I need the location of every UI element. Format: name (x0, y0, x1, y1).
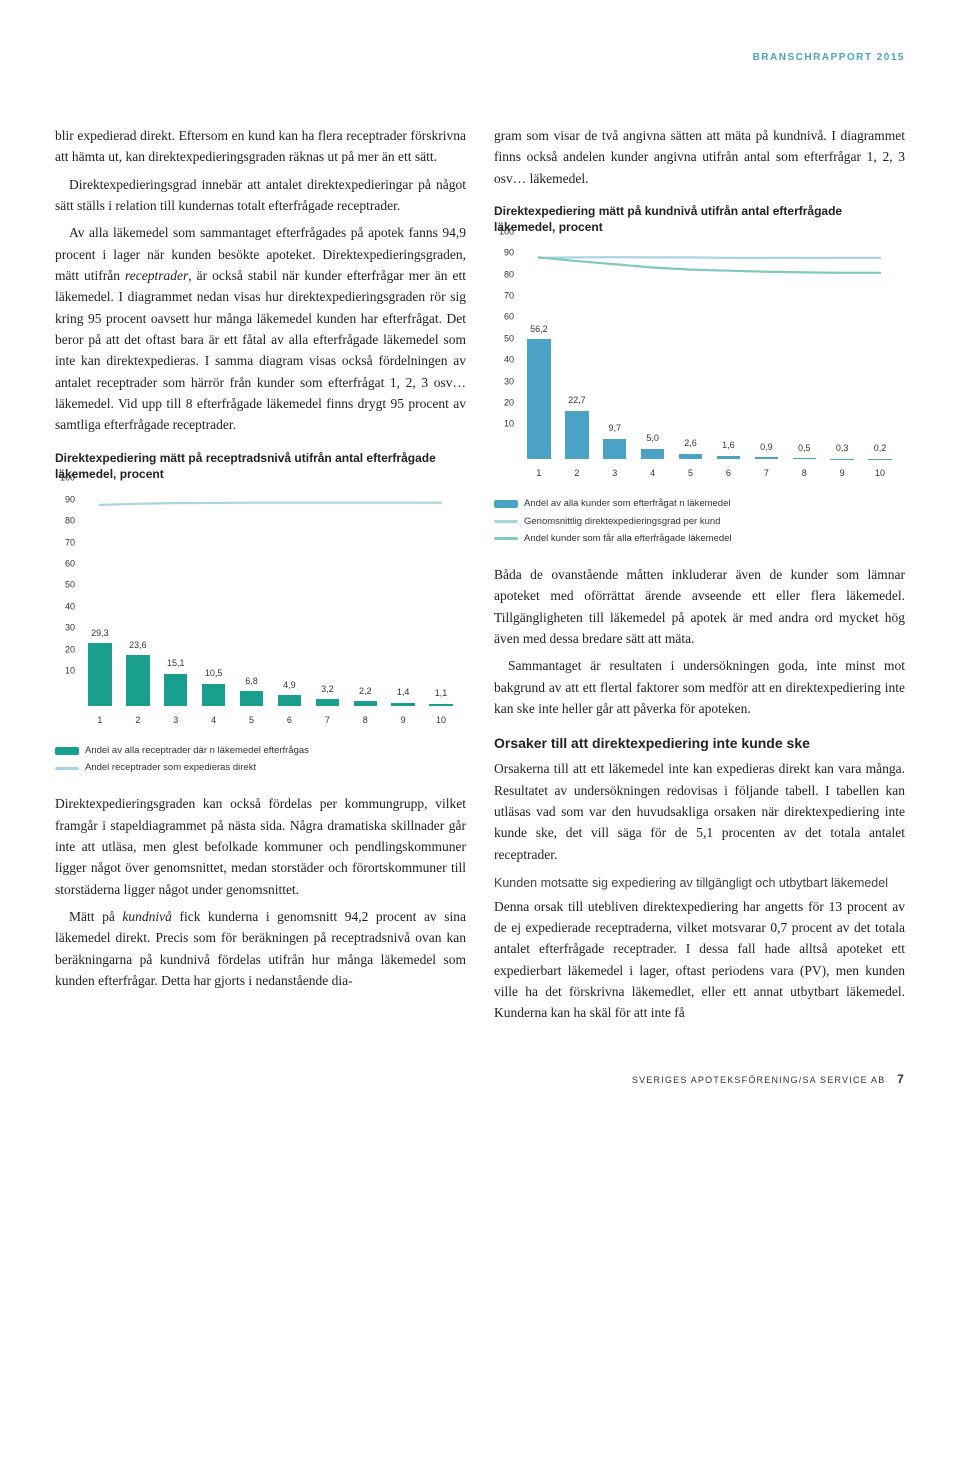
y-tick: 40 (65, 600, 75, 614)
left-p4b-b: kundnivå (122, 909, 172, 924)
y-tick: 20 (504, 396, 514, 410)
y-tick: 100 (60, 472, 75, 486)
y-tick: 20 (65, 643, 75, 657)
report-header: BRANSCHRAPPORT 2015 (55, 50, 905, 65)
chart-line (100, 503, 441, 505)
legend-label: Andel receptrader som expedieras direkt (85, 761, 256, 775)
x-tick: 1 (97, 714, 102, 728)
legend-label: Andel av alla kunder som efterfrågat n l… (524, 497, 730, 511)
legend-row: Andel av alla receptrader där n läkemede… (55, 744, 466, 758)
x-tick: 7 (325, 714, 330, 728)
legend-label: Genomsnittlig direktexpedieringsgrad per… (524, 515, 720, 529)
right-h1: Orsaker till att direktexpediering inte … (494, 733, 905, 754)
legend-row: Andel kunder som får alla efterfrågade l… (494, 532, 905, 546)
left-p4b: Mätt på kundnivå fick kunderna i genomsn… (55, 906, 466, 991)
y-tick: 10 (65, 664, 75, 678)
chart-line (539, 258, 880, 259)
left-p4a: Direktexpedieringsgraden kan också förde… (55, 793, 466, 900)
right-p2: Båda de ovanstående måtten inkluderar äv… (494, 564, 905, 649)
legend-swatch (494, 500, 518, 508)
x-tick: 3 (612, 467, 617, 481)
x-tick: 6 (287, 714, 292, 728)
x-tick: 4 (211, 714, 216, 728)
y-tick: 40 (504, 354, 514, 368)
y-tick: 90 (65, 493, 75, 507)
x-tick: 1 (536, 467, 541, 481)
legend-swatch (494, 537, 518, 540)
x-tick: 6 (726, 467, 731, 481)
chart-line (539, 258, 880, 273)
legend-label: Andel av alla receptrader där n läkemede… (85, 744, 309, 758)
left-p4b-a: Mätt på (69, 909, 122, 924)
footer-page: 7 (897, 1072, 905, 1086)
chart1-title: Direktexpediering mätt på receptradsnivå… (55, 450, 466, 482)
right-p1: gram som visar de två angivna sätten att… (494, 125, 905, 189)
x-tick: 2 (135, 714, 140, 728)
legend-swatch (494, 520, 518, 523)
x-tick: 8 (363, 714, 368, 728)
y-tick: 80 (65, 515, 75, 529)
x-tick: 4 (650, 467, 655, 481)
page-footer: SVERIGES APOTEKSFÖRENING/SA SERVICE AB 7 (55, 1070, 905, 1088)
right-p4: Orsakerna till att ett läkemedel inte ka… (494, 758, 905, 865)
chart2: 102030405060708090100 56,222,79,75,02,61… (494, 245, 905, 485)
x-tick: 3 (173, 714, 178, 728)
left-column: blir expedierad direkt. Eftersom en kund… (55, 125, 466, 1030)
y-tick: 30 (65, 622, 75, 636)
legend-row: Andel av alla kunder som efterfrågat n l… (494, 497, 905, 511)
right-p3: Sammantaget är resultaten i undersökning… (494, 655, 905, 719)
x-tick: 10 (875, 467, 885, 481)
x-tick: 5 (249, 714, 254, 728)
right-h2: Kunden motsatte sig expediering av tillg… (494, 875, 905, 893)
y-tick: 70 (504, 289, 514, 303)
x-tick: 2 (574, 467, 579, 481)
y-tick: 10 (504, 418, 514, 432)
legend-swatch (55, 747, 79, 755)
x-tick: 9 (401, 714, 406, 728)
chart2-title: Direktexpediering mätt på kundnivå utifr… (494, 203, 905, 235)
right-p5: Denna orsak till utebliven direktexpedie… (494, 896, 905, 1024)
left-p3: Av alla läkemedel som sammantaget efterf… (55, 222, 466, 435)
chart2-legend: Andel av alla kunder som efterfrågat n l… (494, 497, 905, 546)
left-p1: blir expedierad direkt. Eftersom en kund… (55, 125, 466, 168)
x-tick: 7 (764, 467, 769, 481)
left-p3b: receptrader (125, 268, 188, 283)
y-tick: 90 (504, 247, 514, 261)
y-tick: 30 (504, 375, 514, 389)
left-p3c: , är också stabil när kunder efterfrågar… (55, 268, 466, 432)
x-tick: 5 (688, 467, 693, 481)
legend-row: Andel receptrader som expedieras direkt (55, 761, 466, 775)
y-tick: 70 (65, 536, 75, 550)
y-tick: 80 (504, 268, 514, 282)
legend-swatch (55, 767, 79, 770)
x-tick: 10 (436, 714, 446, 728)
y-tick: 50 (504, 332, 514, 346)
legend-label: Andel kunder som får alla efterfrågade l… (524, 532, 732, 546)
right-column: gram som visar de två angivna sätten att… (494, 125, 905, 1030)
left-p2: Direktexpedieringsgrad innebär att antal… (55, 174, 466, 217)
y-tick: 50 (65, 579, 75, 593)
legend-row: Genomsnittlig direktexpedieringsgrad per… (494, 515, 905, 529)
chart1: 102030405060708090100 29,323,615,110,56,… (55, 492, 466, 732)
y-tick: 60 (65, 557, 75, 571)
x-tick: 9 (840, 467, 845, 481)
footer-org: SVERIGES APOTEKSFÖRENING/SA SERVICE AB (632, 1075, 886, 1085)
x-tick: 8 (802, 467, 807, 481)
chart1-legend: Andel av alla receptrader där n läkemede… (55, 744, 466, 776)
y-tick: 60 (504, 311, 514, 325)
y-tick: 100 (499, 225, 514, 239)
